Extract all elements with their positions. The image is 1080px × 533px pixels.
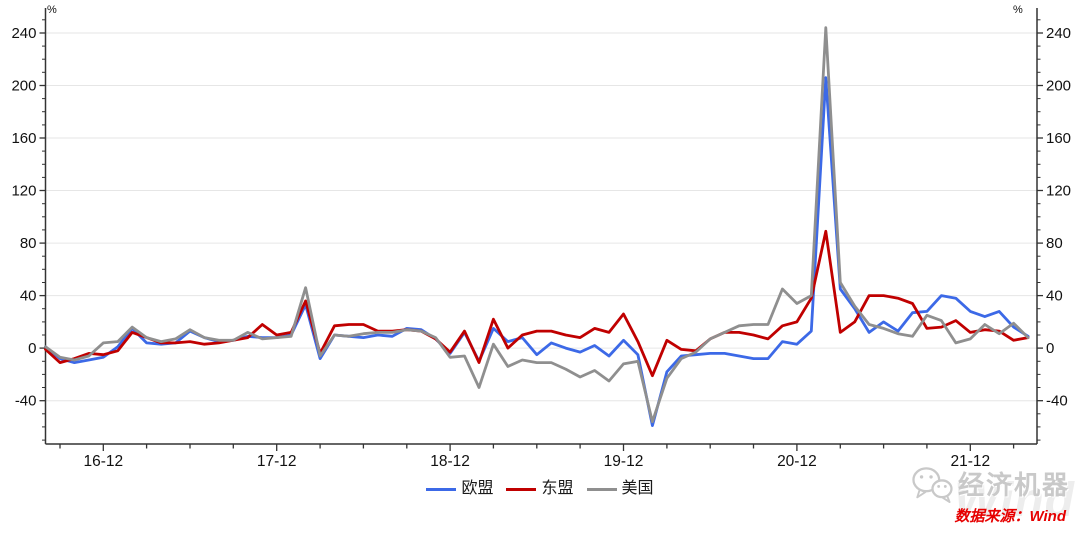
legend-item-asean: 东盟 (506, 480, 574, 497)
legend-label-eu: 欧盟 (461, 480, 494, 497)
svg-text:80: 80 (20, 235, 37, 252)
wechat-icon (911, 466, 953, 504)
svg-text:0: 0 (28, 340, 36, 357)
svg-text:40: 40 (1046, 288, 1063, 305)
legend: 欧盟 东盟 美国 (0, 481, 1080, 497)
svg-text:19-12: 19-12 (604, 453, 644, 470)
svg-text:21-12: 21-12 (950, 453, 990, 470)
svg-text:160: 160 (11, 130, 36, 147)
publisher-logo: 经济机器 (911, 466, 1070, 504)
asean-line-swatch (506, 487, 537, 491)
wind-watermark: Wind (954, 474, 1075, 527)
svg-text:200: 200 (11, 78, 36, 95)
legend-label-us: 美国 (621, 480, 654, 497)
svg-text:240: 240 (11, 25, 36, 42)
legend-item-us: 美国 (586, 480, 654, 497)
data-source-label: 数据来源：Wind (954, 508, 1066, 525)
y-axis-unit-left: % (47, 4, 57, 16)
svg-text:17-12: 17-12 (257, 453, 297, 470)
svg-text:18-12: 18-12 (430, 453, 470, 470)
svg-text:20-12: 20-12 (777, 453, 817, 470)
legend-item-eu: 欧盟 (426, 481, 493, 497)
eu-line-swatch (426, 487, 457, 491)
svg-text:-40: -40 (1046, 393, 1068, 410)
svg-text:0: 0 (1046, 340, 1054, 357)
svg-text:160: 160 (1046, 130, 1071, 147)
svg-text:240: 240 (1046, 25, 1071, 42)
y-axis-unit-right: % (1013, 4, 1023, 16)
legend-label-asean: 东盟 (541, 480, 574, 497)
svg-text:80: 80 (1046, 235, 1063, 252)
svg-text:200: 200 (1046, 78, 1071, 95)
us-line-swatch (586, 487, 617, 491)
svg-text:40: 40 (20, 288, 37, 305)
svg-text:-40: -40 (15, 393, 37, 410)
svg-text:120: 120 (11, 183, 36, 200)
publisher-name: 经济机器 (957, 470, 1070, 500)
svg-text:16-12: 16-12 (83, 453, 123, 470)
svg-text:120: 120 (1046, 183, 1071, 200)
